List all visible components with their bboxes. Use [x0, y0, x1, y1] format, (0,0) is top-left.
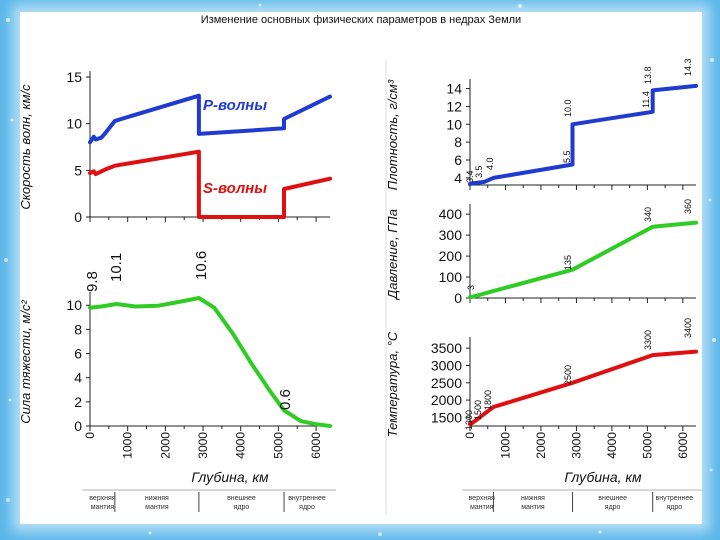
gravity-ylabel: Сила тяжести, м/с² — [18, 300, 33, 424]
gravity-layer-2-line1: внешнее — [227, 495, 256, 502]
gravity-x-tick-label: 3000 — [196, 432, 210, 459]
temperature-label-1300: 1300 — [464, 410, 474, 430]
gravity-layer-3-line2: ядро — [299, 504, 315, 511]
gravity-layer-1-line2: мантия — [145, 504, 169, 511]
temperature-y-tick-label: 2500 — [431, 375, 462, 391]
density-label-5-5: 5.5 — [562, 150, 572, 163]
temperature-y-tick-label: 3000 — [431, 357, 462, 373]
gravity-y-tick-label: 0 — [74, 418, 82, 434]
temperature-label-3400: 3400 — [683, 318, 693, 338]
gravity-label-0-6: 0.6 — [277, 389, 294, 410]
density-label-11-4: 11.4 — [641, 91, 651, 108]
temperature-layer-2-line2: ядро — [605, 504, 621, 511]
temperature-layer-2-line1: внешнее — [598, 495, 627, 502]
temperature-layer-3-line1: внутреннее — [656, 495, 694, 502]
temperature-y-tick-label: 3500 — [431, 340, 462, 356]
density-label-14-3: 14.3 — [683, 58, 693, 76]
temperature-layer-0-line2: мантия — [470, 504, 494, 511]
gravity-y-tick-label: 8 — [74, 321, 82, 337]
density-series-line-0 — [468, 83, 698, 187]
temperature-layer-1-line1: нижняя — [521, 495, 545, 502]
gravity-y-tick-label: 4 — [74, 370, 82, 386]
pressure-ylabel: Давление, ГПа — [385, 209, 400, 301]
velocity-y-tick-label: 15 — [66, 69, 82, 85]
velocity-y-tick-label: 5 — [74, 162, 82, 178]
velocity-y-tick-label: 0 — [74, 209, 82, 225]
velocity-ylabel: Скорость волн, км/с — [18, 84, 33, 210]
gravity-x-tick-label: 2000 — [158, 432, 172, 459]
density-y-tick-label: 12 — [446, 98, 462, 114]
temperature-y-tick-label: 2000 — [431, 392, 462, 408]
page-title: Изменение основных физических параметров… — [200, 14, 522, 26]
temperature-label-1500: 1500 — [473, 400, 483, 420]
gravity-layer-1-line1: нижняя — [145, 495, 169, 502]
density-y-tick-label: 10 — [446, 116, 462, 132]
temperature-y-tick-label: 1500 — [431, 409, 462, 425]
pressure-label-135: 135 — [563, 255, 573, 270]
temperature-x-tick-label: 6000 — [676, 432, 690, 459]
temperature-x-tick-label: 1000 — [498, 432, 512, 459]
density-label-3-4: 3.4 — [465, 170, 475, 183]
slide-card — [20, 12, 702, 524]
gravity-y-tick-label: 6 — [74, 346, 82, 362]
temperature-x-tick-label: 5000 — [640, 432, 654, 459]
s-waves-label: S-волны — [203, 180, 267, 197]
gravity-y-tick-label: 2 — [74, 394, 82, 410]
temperature-layer-1-line2: мантия — [521, 504, 545, 511]
density-ylabel: Плотность, г/см³ — [385, 79, 400, 190]
gravity-xlabel: Глубина, км — [191, 469, 269, 485]
density-label-4-0: 4.0 — [485, 157, 495, 170]
temperature-x-tick-label: 4000 — [605, 432, 619, 459]
gravity-label-9-8: 9.8 — [84, 271, 101, 292]
density-label-10-0: 10.0 — [563, 99, 573, 117]
gravity-series-line-0 — [88, 296, 332, 428]
temperature-x-tick-label: 2000 — [534, 432, 548, 459]
gravity-layer-0-line2: мантия — [91, 504, 115, 511]
pressure-label-340: 340 — [643, 207, 653, 222]
gravity-y-tick-label: 10 — [66, 297, 82, 313]
density-y-tick-label: 4 — [454, 170, 462, 186]
density-label-13-8: 13.8 — [643, 66, 653, 84]
gravity-layer-3-line1: внутреннее — [288, 495, 326, 502]
gravity-label-10-6: 10.6 — [193, 251, 210, 280]
gravity-x-tick-label: 0 — [83, 432, 97, 439]
temperature-label-3300: 3300 — [643, 330, 653, 350]
temperature-xlabel: Глубина, км — [564, 469, 642, 485]
pressure-series-line-0 — [468, 220, 698, 300]
pressure-y-tick-label: 100 — [439, 269, 463, 285]
density-label-3-5: 3.5 — [474, 165, 484, 178]
temperature-series-line-0 — [468, 349, 698, 427]
pressure-y-tick-label: 300 — [439, 227, 463, 243]
gravity-x-tick-label: 5000 — [271, 432, 285, 459]
density-y-tick-label: 6 — [454, 152, 462, 168]
velocity-y-tick-label: 10 — [66, 116, 82, 132]
gravity-x-tick-label: 4000 — [234, 432, 248, 459]
pressure-y-tick-label: 200 — [439, 248, 463, 264]
p-waves-label: P-волны — [203, 97, 267, 114]
gravity-label-10-1: 10.1 — [108, 253, 125, 282]
gravity-layer-0-line1: верхняя — [89, 495, 116, 502]
temperature-x-tick-label: 0 — [463, 432, 477, 439]
temperature-ylabel: Температура, °С — [385, 331, 400, 437]
gravity-x-tick-label: 6000 — [309, 432, 323, 459]
temperature-x-tick-label: 3000 — [569, 432, 583, 459]
temperature-label-2500: 2500 — [563, 365, 573, 385]
velocity-series-line-0 — [88, 93, 332, 145]
gravity-x-tick-label: 1000 — [121, 432, 135, 459]
density-y-tick-label: 14 — [446, 81, 462, 97]
pressure-y-tick-label: 400 — [439, 206, 463, 222]
temperature-layer-0-line1: верхняя — [469, 495, 496, 502]
pressure-y-tick-label: 0 — [454, 290, 462, 306]
temperature-layer-3-line2: ядро — [667, 504, 683, 511]
pressure-label-360: 360 — [683, 199, 693, 214]
temperature-label-1800: 1800 — [483, 390, 493, 410]
gravity-layer-2-line2: ядро — [234, 504, 250, 511]
density-y-tick-label: 8 — [454, 134, 462, 150]
pressure-label-3: 3 — [466, 285, 476, 290]
velocity-series-line-1 — [88, 149, 332, 219]
